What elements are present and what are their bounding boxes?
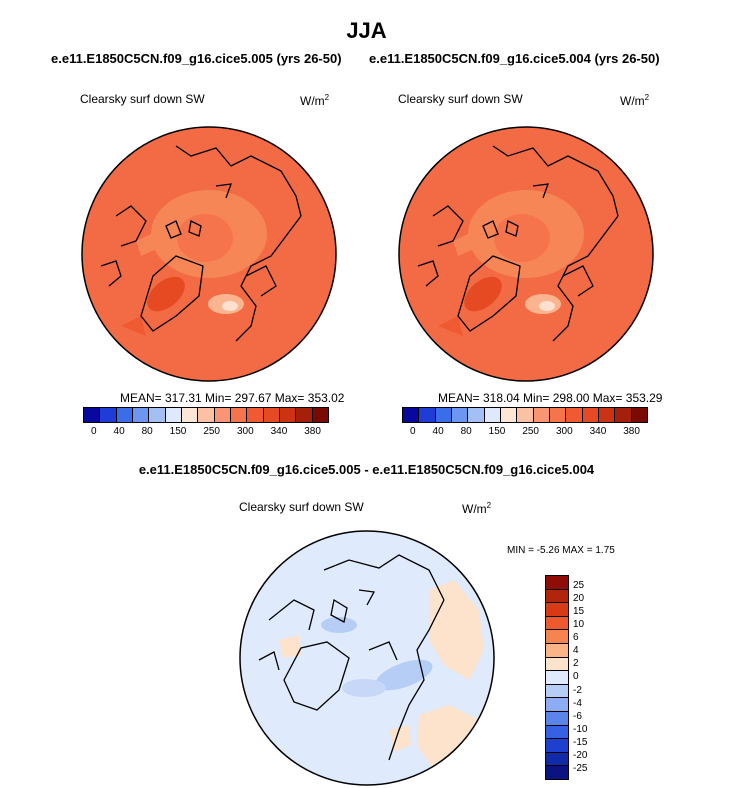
diff-colorbar-swatch <box>546 643 568 658</box>
left-colorbar-tick-label: 80 <box>141 426 153 437</box>
right-colorbar-tick-label: 80 <box>460 426 472 437</box>
difference-title: e.e11.E1850C5CN.f09_g16.cice5.005 - e.e1… <box>138 462 595 477</box>
diff-colorbar-swatch <box>546 671 568 685</box>
diff-colorbar-swatch <box>546 630 568 644</box>
right-colorbar-swatch <box>468 408 485 422</box>
diff-colorbar-tick-label: -20 <box>573 749 588 761</box>
right-colorbar-swatch <box>631 408 647 422</box>
left-colorbar-tick-label: 0 <box>91 426 97 437</box>
left-colorbar-swatch <box>312 408 328 422</box>
diff-colorbar-swatch <box>546 725 568 740</box>
season-title: JJA <box>346 18 387 43</box>
left-stats: MEAN= 317.31 Min= 297.67 Max= 353.02 <box>120 391 345 405</box>
diff-colorbar-swatch <box>546 739 568 753</box>
right-colorbar-tick-label: 250 <box>522 426 539 437</box>
diff-colorbar-tick-label: 10 <box>573 619 585 631</box>
left-colorbar-tick-label: 250 <box>203 426 220 437</box>
right-colorbar: 0 40 80 150 250 300 340 380 <box>402 407 648 437</box>
diff-colorbar-tick-label: -2 <box>573 684 582 696</box>
left-colorbar-tick-label: 300 <box>236 426 254 437</box>
right-colorbar-swatch <box>517 408 534 422</box>
left-colorbar-swatch <box>116 408 133 422</box>
left-colorbar-swatch <box>198 408 215 422</box>
left-colorbar-swatch <box>181 408 199 422</box>
right-case-title: e.e11.E1850C5CN.f09_g16.cice5.004 (yrs 2… <box>369 51 660 66</box>
right-colorbar-swatch <box>435 408 452 422</box>
diff-colorbar-tick-label: -10 <box>573 723 588 735</box>
diff-colorbar-swatch <box>546 589 568 604</box>
diff-colorbar-swatch <box>546 657 568 672</box>
left-colorbar-swatch <box>263 408 280 422</box>
left-colorbar-swatch <box>100 408 117 422</box>
right-colorbar-swatch <box>533 408 550 422</box>
diff-colorbar-tick-label: -15 <box>573 736 588 748</box>
right-variable-label: Clearsky surf down SW <box>398 92 523 106</box>
left-colorbar-swatch <box>279 408 297 422</box>
diff-units-label: W/m2 <box>462 501 492 516</box>
diff-colorbar-tick-label: -6 <box>573 710 582 722</box>
left-variable-label: Clearsky surf down SW <box>80 92 205 106</box>
diff-colorbar-tick-label: 15 <box>573 606 585 618</box>
left-colorbar-swatch <box>165 408 182 422</box>
right-colorbar-tick-label: 380 <box>623 426 640 437</box>
right-colorbar-swatch <box>549 408 567 422</box>
left-units-label: W/m2 <box>300 93 330 108</box>
diff-colorbar-swatch <box>546 766 568 779</box>
difference-colorbar: 25 20 15 10 6 4 2 0 -2 -4 -6 -10 -15 -20 -25 <box>545 575 587 780</box>
right-colorbar-swatch <box>500 408 518 422</box>
right-colorbar-tick-label: 300 <box>555 426 573 437</box>
difference-polar-map <box>239 530 495 786</box>
diff-min-max: MIN = -5.26 MAX = 1.75 <box>507 545 615 556</box>
right-colorbar-tick-label: 0 <box>410 426 416 437</box>
diff-colorbar-swatch <box>546 603 568 617</box>
diff-colorbar-swatch <box>546 698 568 712</box>
left-colorbar-swatch <box>230 408 248 422</box>
right-colorbar-swatch <box>451 408 469 422</box>
diff-colorbar-tick-label: -25 <box>573 762 588 774</box>
left-colorbar-swatch <box>149 408 166 422</box>
left-colorbar-swatch <box>296 408 313 422</box>
diff-colorbar-tick-label: 0 <box>573 671 579 683</box>
right-colorbar-tick-label: 340 <box>589 426 607 437</box>
diff-colorbar-tick-label: -4 <box>573 697 582 709</box>
left-colorbar-tick-label: 380 <box>304 426 321 437</box>
left-colorbar-swatch <box>247 408 264 422</box>
right-colorbar-swatch <box>484 408 501 422</box>
diff-colorbar-tick-label: 6 <box>573 632 579 644</box>
left-colorbar-swatch <box>132 408 150 422</box>
left-colorbar: 0 40 80 150 250 300 340 380 <box>83 407 329 437</box>
right-colorbar-swatch <box>419 408 436 422</box>
diff-variable-label: Clearsky surf down SW <box>239 500 364 514</box>
diff-colorbar-swatch <box>546 711 568 726</box>
left-colorbar-swatch <box>214 408 231 422</box>
left-colorbar-tick-label: 150 <box>169 426 187 437</box>
left-case-title: e.e11.E1850C5CN.f09_g16.cice5.005 (yrs 2… <box>51 51 342 66</box>
diff-colorbar-swatch <box>546 752 568 767</box>
right-polar-map <box>398 126 654 382</box>
left-polar-map <box>81 126 337 382</box>
left-colorbar-tick-label: 340 <box>270 426 288 437</box>
right-stats: MEAN= 318.04 Min= 298.00 Max= 353.29 <box>438 391 663 405</box>
diff-colorbar-swatch <box>546 576 568 590</box>
right-colorbar-tick-label: 40 <box>432 426 444 437</box>
diff-colorbar-tick-label: 2 <box>573 658 579 670</box>
right-colorbar-tick-label: 150 <box>488 426 506 437</box>
left-colorbar-swatch <box>84 408 101 422</box>
right-colorbar-swatch <box>582 408 599 422</box>
right-units-label: W/m2 <box>620 93 650 108</box>
diff-colorbar-swatch <box>546 684 568 699</box>
diff-colorbar-tick-label: 25 <box>573 580 585 591</box>
right-colorbar-swatch <box>566 408 583 422</box>
diff-colorbar-tick-label: 20 <box>573 593 585 605</box>
right-colorbar-swatch <box>598 408 616 422</box>
diff-colorbar-swatch <box>546 616 568 631</box>
left-colorbar-tick-label: 40 <box>113 426 125 437</box>
right-colorbar-swatch <box>615 408 632 422</box>
right-colorbar-swatch <box>403 408 420 422</box>
diff-colorbar-tick-label: 4 <box>573 645 579 657</box>
